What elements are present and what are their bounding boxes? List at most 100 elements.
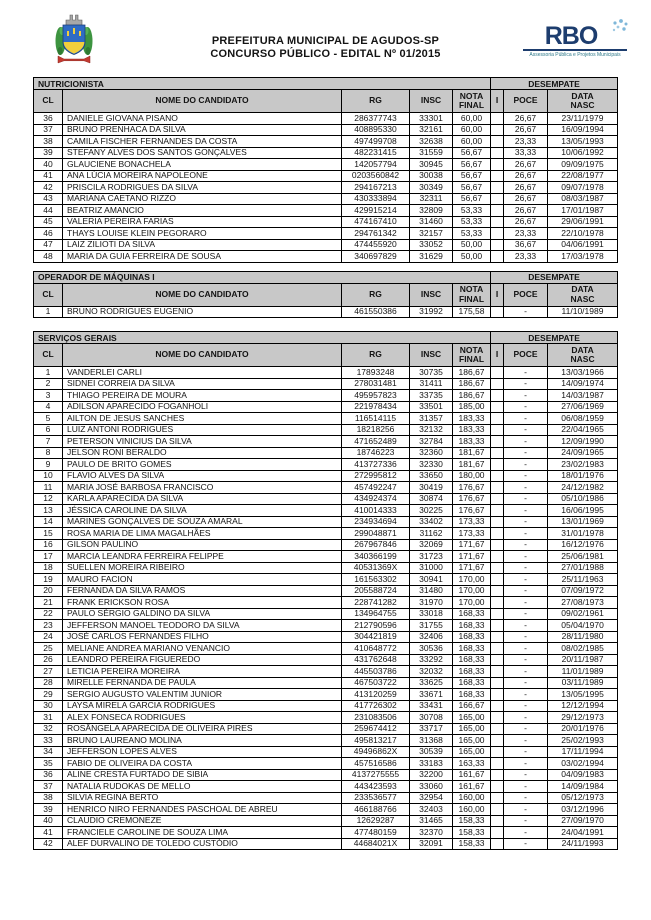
cell-insc: 31559 <box>409 146 453 159</box>
cell-cl: 2 <box>33 377 63 390</box>
table-row: 45 VALERIA PEREIRA FARIAS 474167410 31460 53… <box>33 215 619 228</box>
cell-nota-final: 163,33 <box>451 757 492 770</box>
cell-cl: 5 <box>33 412 63 425</box>
cell-rg: 467503722 <box>341 676 410 689</box>
cell-poce: - <box>503 435 549 448</box>
title-line-1: PREFEITURA MUNICIPAL DE AGUDOS-SP <box>211 35 440 47</box>
cell-insc: 33402 <box>409 515 453 528</box>
cell-nota-final: 53,33 <box>451 227 492 240</box>
cell-poce: 26,67 <box>503 123 549 136</box>
cell-insc: 32809 <box>409 204 453 217</box>
cell-data-nasc: 05/10/1986 <box>547 492 619 505</box>
cell-rg: 445503786 <box>341 665 410 678</box>
cell-rg: 228741282 <box>341 596 410 609</box>
cell-rg: 12629287 <box>341 814 410 827</box>
cell-i <box>490 458 505 471</box>
cell-nota-final: 56,67 <box>451 169 492 182</box>
cell-poce: - <box>503 305 549 318</box>
cell-nome: GLAUCIENE BONACHELA <box>62 158 342 171</box>
section-header-row: NUTRICIONISTA DESEMPATE <box>32 77 619 90</box>
cell-i <box>490 412 505 425</box>
cell-data-nasc: 14/09/1984 <box>547 780 619 793</box>
cell-rg: 457492247 <box>341 481 410 494</box>
cell-poce: - <box>503 596 549 609</box>
cell-nome: FLAVIO ALVES DA SILVA <box>62 469 342 482</box>
table-row: 20 FERNANDA DA SILVA RAMOS 205588724 31480 1… <box>33 584 619 597</box>
cell-i <box>490 837 505 850</box>
col-nome: NOME DO CANDIDATO <box>62 282 342 307</box>
table-row: 10 FLAVIO ALVES DA SILVA 272995812 33650 180… <box>33 469 619 482</box>
cell-rg: 234934694 <box>341 515 410 528</box>
cell-data-nasc: 10/06/1992 <box>547 146 619 159</box>
section-header-row: SERVIÇOS GERAIS DESEMPATE <box>32 331 619 344</box>
cell-insc: 31970 <box>409 596 453 609</box>
cell-nome: FABIO DE OLIVEIRA DA COSTA <box>62 757 342 770</box>
table-row: 29 SERGIO AUGUSTO VALENTIM JUNIOR 41312025… <box>33 688 619 701</box>
col-poce: POCE <box>503 89 549 113</box>
cell-nota-final: 170,00 <box>451 573 492 586</box>
cell-data-nasc: 22/10/1978 <box>547 227 619 240</box>
cell-rg: 495957823 <box>341 389 410 402</box>
agudos-coat-of-arms-icon <box>55 11 93 64</box>
col-nota-final: NOTA FINAL <box>451 89 492 113</box>
cell-data-nasc: 27/06/1969 <box>547 400 619 413</box>
cell-poce: - <box>503 584 549 597</box>
cell-nota-final: 168,33 <box>451 619 492 632</box>
cell-i <box>490 550 505 563</box>
cell-cl: 37 <box>33 780 63 793</box>
cell-poce: - <box>503 676 549 689</box>
cell-nome: ROSA MARIA DE LIMA MAGALHÃES <box>62 527 342 540</box>
cell-i <box>490 227 505 240</box>
cell-data-nasc: 16/06/1995 <box>547 504 619 517</box>
rbo-globe-icon <box>609 18 629 41</box>
cell-nota-final: 173,33 <box>451 527 492 540</box>
cell-nome: PAULO DE BRITO GOMES <box>62 458 342 471</box>
table-row: 38 SILVIA REGINA BERTO 233536577 32954 160,0… <box>33 791 619 804</box>
cell-insc: 32200 <box>409 768 453 781</box>
cell-poce: 26,67 <box>503 181 549 194</box>
col-data-nasc: DATA NASC <box>547 282 619 307</box>
cell-cl: 23 <box>33 619 63 632</box>
cell-rg: 410648772 <box>341 642 410 655</box>
cell-nota-final: 165,00 <box>451 722 492 735</box>
cell-i <box>490 169 505 182</box>
cell-nome: BRUNO PRENHACA DA SILVA <box>62 123 342 136</box>
cell-nota-final: 183,33 <box>451 412 492 425</box>
cell-nota-final: 170,00 <box>451 596 492 609</box>
table-row: 17 MARCIA LEANDRA FERREIRA FELIPPE 3403661… <box>33 550 619 563</box>
col-nota-final: NOTA FINAL <box>451 343 492 367</box>
cell-poce: - <box>503 768 549 781</box>
cell-nome: LAIZ ZILIOTI DA SILVA <box>62 238 342 251</box>
cell-rg: 474455920 <box>341 238 410 251</box>
cell-poce: - <box>503 699 549 712</box>
cell-data-nasc: 11/01/1989 <box>547 665 619 678</box>
cell-data-nasc: 12/09/1990 <box>547 435 619 448</box>
cell-i <box>490 791 505 804</box>
cell-nota-final: 171,67 <box>451 561 492 574</box>
col-insc: INSC <box>409 282 453 307</box>
col-rg: RG <box>341 282 410 307</box>
cell-poce: - <box>503 607 549 620</box>
table-row: 23 JEFFERSON MANOEL TEODORO DA SILVA 21279… <box>33 619 619 632</box>
cell-poce: - <box>503 377 549 390</box>
table-row: 16 GILSON PAULINO 267967846 32069 171,67-16/… <box>33 538 619 551</box>
table-row: 38 CAMILA FISCHER FERNANDES DA COSTA 49749… <box>33 135 619 148</box>
table-row: 32 ROSÂNGELA APARECIDA DE OLIVEIRA PIRES 2… <box>33 722 619 735</box>
cell-cl: 35 <box>33 757 63 770</box>
cell-cl: 44 <box>33 204 63 217</box>
cell-rg: 18746223 <box>341 446 410 459</box>
cell-i <box>490 204 505 217</box>
cell-rg: 340366199 <box>341 550 410 563</box>
cell-nome: SUELLEN MOREIRA RIBEIRO <box>62 561 342 574</box>
cell-data-nasc: 17/11/1994 <box>547 745 619 758</box>
col-data-nasc: DATA NASC <box>547 89 619 113</box>
cell-cl: 15 <box>33 527 63 540</box>
cell-nota-final: 168,33 <box>451 688 492 701</box>
cell-nome: SILVIA REGINA BERTO <box>62 791 342 804</box>
title-line-2: CONCURSO PÚBLICO - EDITAL Nº 01/2015 <box>210 48 441 60</box>
cell-cl: 36 <box>33 112 63 125</box>
cell-cl: 38 <box>33 791 63 804</box>
cell-cl: 24 <box>33 630 63 643</box>
section-title: NUTRICIONISTA <box>32 77 492 90</box>
cell-rg: 497499708 <box>341 135 410 148</box>
